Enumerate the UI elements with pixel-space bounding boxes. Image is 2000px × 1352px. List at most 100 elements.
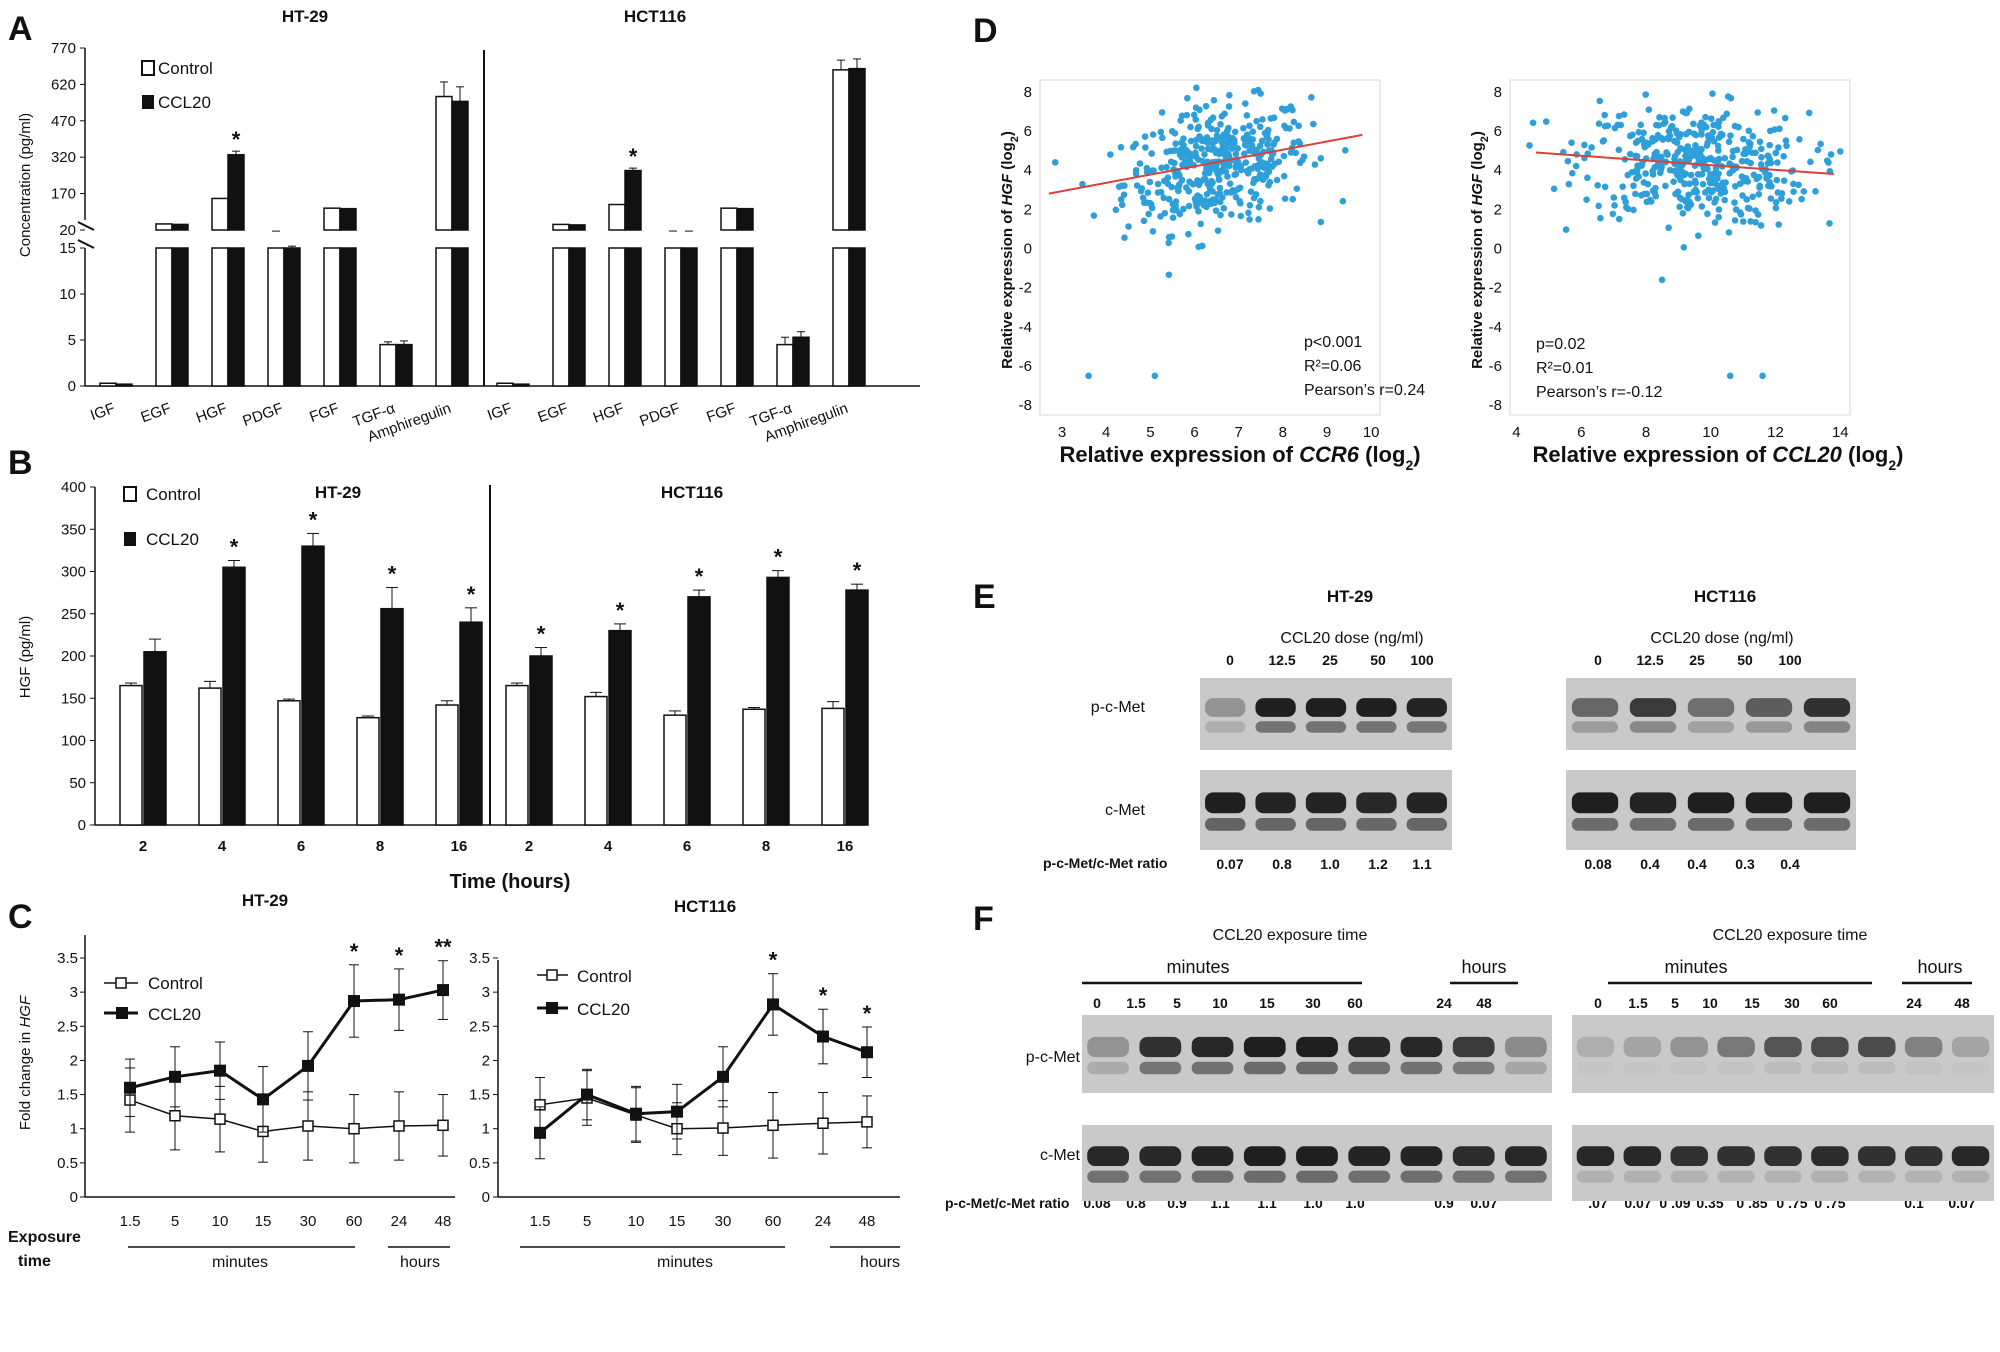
data-point — [1601, 183, 1609, 191]
data-point — [1772, 204, 1780, 212]
upper-band — [1305, 792, 1347, 814]
data-point — [1715, 206, 1723, 213]
upper-band — [1356, 698, 1397, 717]
data-point — [1141, 133, 1149, 140]
lower-band — [1670, 1062, 1708, 1074]
data-point — [1280, 152, 1288, 160]
panel-b-x-tick-labels: 2 4 6 8 16 2 4 6 8 16 — [139, 838, 854, 855]
data-point — [1780, 153, 1787, 160]
data-point — [1826, 220, 1833, 227]
data-point — [1681, 180, 1688, 188]
data-point — [1711, 170, 1718, 177]
data-point — [1770, 107, 1778, 114]
data-point — [1195, 207, 1202, 215]
data-point — [1217, 121, 1224, 128]
data-point — [1690, 120, 1697, 128]
control-bar — [832, 69, 850, 231]
data-point — [1725, 138, 1733, 146]
ccl20-bar-lower — [227, 247, 245, 387]
data-point — [1764, 160, 1772, 167]
data-point — [1640, 129, 1647, 137]
x-tick-label: 30 — [715, 1213, 732, 1230]
y-tick-label: 3.5 — [469, 950, 490, 967]
data-point — [1807, 158, 1814, 166]
data-point — [1657, 161, 1664, 169]
x-tick-label: 10 — [1702, 424, 1719, 441]
control-bar — [496, 382, 514, 387]
ccl20-bar — [171, 223, 189, 231]
data-point — [1632, 190, 1639, 198]
data-point — [1757, 222, 1765, 229]
data-point — [1157, 188, 1165, 196]
time-label: 0 — [1093, 995, 1101, 1011]
data-point — [1260, 164, 1268, 172]
ccl20-point — [169, 1070, 181, 1083]
data-point — [1812, 188, 1819, 195]
data-point — [1615, 112, 1623, 120]
data-point — [1296, 140, 1304, 147]
data-point — [1684, 204, 1692, 212]
data-point — [1836, 148, 1844, 155]
ratio-value: 0.4 — [1780, 856, 1800, 872]
data-point — [1746, 140, 1754, 147]
data-point — [1750, 171, 1758, 179]
data-point — [1292, 149, 1300, 157]
data-point — [1140, 217, 1148, 225]
panel-d-right-r2: R²=0.01 — [1536, 360, 1593, 377]
data-point — [1743, 157, 1751, 165]
y-tick-label: 1 — [70, 1121, 78, 1138]
x-tick-label: 10 — [628, 1213, 645, 1230]
control-bar — [663, 714, 687, 826]
significance-star: * — [388, 562, 397, 587]
data-point — [1204, 122, 1212, 129]
data-point — [1255, 216, 1262, 223]
control-bar — [379, 343, 397, 387]
data-point — [1688, 147, 1696, 155]
panel-b-y-axis-label: HGF (pg/ml) — [17, 616, 34, 699]
data-point — [1121, 234, 1128, 242]
data-point — [1090, 212, 1098, 219]
ratio-value: 0.4 — [1640, 856, 1660, 872]
data-point — [1200, 137, 1208, 144]
data-point — [1187, 137, 1195, 145]
data-point — [1214, 227, 1222, 234]
ccl20-bar — [222, 566, 246, 826]
plot-frame — [1509, 79, 1851, 416]
upper-band — [1717, 1036, 1755, 1058]
data-point — [1601, 122, 1609, 130]
data-point — [1192, 142, 1200, 150]
data-point — [1205, 169, 1213, 177]
control-bar — [119, 684, 143, 826]
y-tick-label: 770 — [51, 40, 76, 57]
panel-a-axis-break-icon — [77, 221, 95, 249]
data-point — [1564, 157, 1572, 165]
lower-band — [1717, 1170, 1755, 1183]
lower-band — [1687, 818, 1735, 831]
data-point — [1615, 215, 1623, 223]
data-point — [1662, 182, 1669, 190]
upper-band — [1629, 698, 1677, 717]
data-point — [1132, 166, 1140, 174]
data-point — [1185, 152, 1193, 160]
data-point — [1664, 134, 1672, 142]
data-point — [1237, 212, 1245, 220]
data-point — [1160, 194, 1168, 202]
data-point — [1716, 133, 1724, 140]
upper-band — [1571, 698, 1619, 717]
panel-f-left-title: CCL20 exposure time — [1213, 927, 1368, 944]
significance-star: * — [629, 144, 638, 169]
data-point — [1226, 91, 1233, 99]
data-point — [1317, 155, 1325, 162]
data-point — [1258, 137, 1266, 145]
ccl20-point — [302, 1059, 314, 1072]
panel-c-title-ht29: HT-29 — [242, 891, 288, 910]
outlier-point — [1151, 372, 1159, 380]
panel-a-bars: ** — [99, 58, 866, 387]
data-point — [1800, 188, 1808, 195]
time-label: 1.5 — [1126, 995, 1146, 1011]
data-point — [1691, 177, 1699, 185]
data-point — [1231, 128, 1239, 136]
data-point — [1766, 179, 1773, 186]
significance-star: * — [695, 564, 704, 589]
